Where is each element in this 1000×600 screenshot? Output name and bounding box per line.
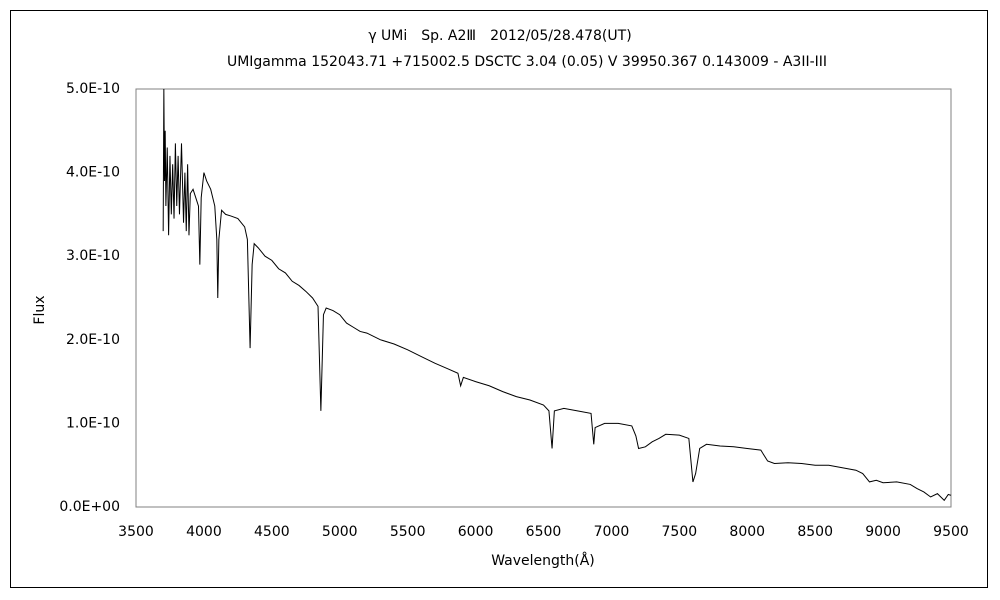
x-tick-label: 6000 xyxy=(458,524,494,540)
x-tick-label: 6500 xyxy=(526,524,562,540)
x-tick-label: 7500 xyxy=(662,524,698,540)
x-tick-label: 9500 xyxy=(933,524,969,540)
x-axis-label: Wavelength(Å) xyxy=(491,552,595,569)
y-tick-label: 5.0E-10 xyxy=(66,81,120,97)
x-tick-label: 8500 xyxy=(797,524,833,540)
x-tick-label: 4000 xyxy=(186,524,222,540)
y-tick-label: 1.0E-10 xyxy=(66,415,120,431)
x-tick-label: 3500 xyxy=(118,524,154,540)
chart-subtitle: UMIgamma 152043.71 +715002.5 DSCTC 3.04 … xyxy=(227,54,827,70)
x-tick-label: 8000 xyxy=(729,524,765,540)
spectrum-line xyxy=(162,88,952,502)
y-tick-label: 4.0E-10 xyxy=(66,165,120,181)
chart-title: γ UMi Sp. A2Ⅲ 2012/05/28.478(UT) xyxy=(368,28,631,44)
y-tick-label: 3.0E-10 xyxy=(66,248,120,264)
y-axis-label: Flux xyxy=(32,295,48,324)
x-tick-label: 9000 xyxy=(865,524,901,540)
x-tick-label: 5500 xyxy=(390,524,426,540)
x-tick-label: 4500 xyxy=(254,524,290,540)
x-tick-label: 5000 xyxy=(322,524,358,540)
y-tick-label: 2.0E-10 xyxy=(66,332,120,348)
y-tick-label: 0.0E+00 xyxy=(59,499,120,515)
x-tick-label: 7000 xyxy=(594,524,630,540)
plot-area xyxy=(135,88,952,508)
